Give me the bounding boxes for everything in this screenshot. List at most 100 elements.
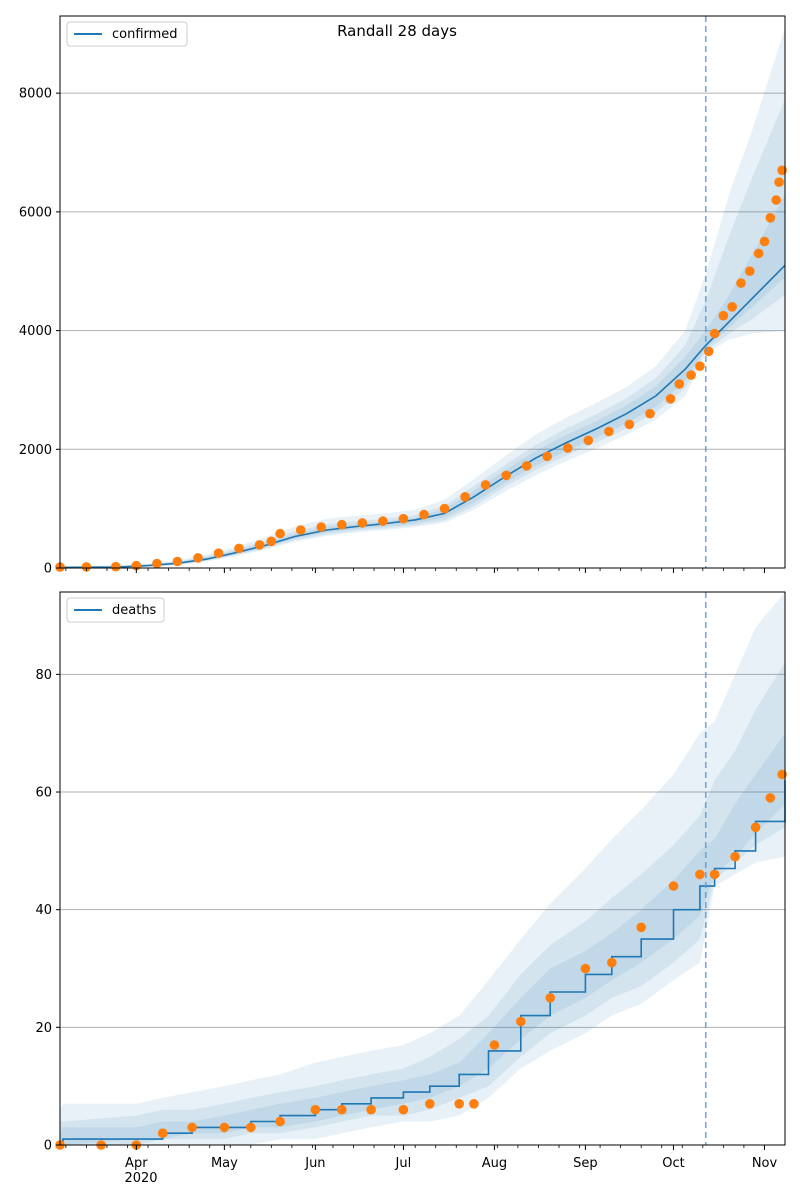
deaths-y-tick-label: 0 xyxy=(44,1139,52,1154)
confirmed-observed-point xyxy=(753,248,764,259)
confirmed-observed-point xyxy=(542,451,552,462)
deaths-observed-point xyxy=(516,1016,526,1027)
confirmed-observed-point xyxy=(460,492,470,502)
confirmed-observed-point xyxy=(745,266,755,277)
confirmed-observed-point xyxy=(563,443,573,453)
confirmed-observed-point xyxy=(645,408,655,419)
deaths-observed-point xyxy=(398,1104,409,1115)
confirmed-observed-point xyxy=(665,394,676,404)
confirmed-grid xyxy=(60,92,785,450)
confirmed-observed-point xyxy=(709,328,720,339)
confirmed-observed-point xyxy=(193,553,203,563)
deaths-grid xyxy=(60,673,785,1028)
confirmed-observed-point xyxy=(234,543,244,554)
deaths-observed-point xyxy=(246,1122,256,1133)
deaths-y-ticks: 0 20 40 60 80 xyxy=(35,668,60,1154)
confirmed-observed-point xyxy=(727,302,737,312)
deaths-observed-point xyxy=(730,851,740,862)
confirmed-uncertainty-bands xyxy=(60,27,785,568)
confirmed-observed-point xyxy=(295,525,306,535)
x-axis-date-labels: Apr May Jun Jul Aug Sep Oct Nov xyxy=(125,1156,777,1171)
confirmed-observed-point xyxy=(736,278,746,288)
deaths-observed-point xyxy=(607,957,617,968)
confirmed-observed-point xyxy=(686,370,696,380)
deaths-observed-points xyxy=(55,769,787,1150)
deaths-observed-point xyxy=(310,1104,321,1115)
confirmed-observed-point xyxy=(172,556,183,567)
confirmed-observed-point xyxy=(419,509,429,520)
deaths-observed-point xyxy=(219,1122,230,1133)
confirmed-observed-point xyxy=(674,379,685,389)
deaths-observed-point xyxy=(337,1104,347,1115)
confirmed-legend: confirmed xyxy=(66,21,188,47)
confirmed-observed-point xyxy=(604,426,614,437)
confirmed-observed-point xyxy=(765,213,776,223)
deaths-observed-point xyxy=(545,993,555,1003)
deaths-y-tick-label: 60 xyxy=(35,786,52,801)
confirmed-y-tick-label: 2000 xyxy=(19,443,52,458)
deaths-y-tick-label: 40 xyxy=(35,903,52,918)
deaths-observed-point xyxy=(489,1040,500,1050)
deaths-observed-point xyxy=(425,1099,435,1109)
confirmed-observed-point xyxy=(624,419,635,430)
x-axis-year-label: 2020 xyxy=(124,1171,157,1186)
deaths-y-tick-label: 80 xyxy=(35,668,52,683)
confirmed-observed-points xyxy=(55,165,787,572)
confirmed-observed-point xyxy=(759,236,770,247)
deaths-x-ticks xyxy=(65,1145,765,1150)
deaths-observed-point xyxy=(636,922,646,933)
confirmed-y-ticks: 0 2000 4000 6000 8000 xyxy=(19,87,60,577)
x-axis-month-label: Apr xyxy=(125,1156,148,1171)
deaths-observed-point xyxy=(668,881,679,891)
x-axis-month-label: Jul xyxy=(395,1156,412,1171)
deaths-band-2 xyxy=(60,662,785,1145)
confirmed-observed-point xyxy=(266,536,277,547)
x-axis-month-label: Jun xyxy=(304,1156,325,1171)
confirmed-observed-point xyxy=(695,361,705,372)
confirmed-observed-point xyxy=(378,516,388,526)
confirmed-observed-point xyxy=(316,522,327,532)
deaths-observed-point xyxy=(709,869,720,880)
figure-title: Randall 28 days xyxy=(337,22,457,40)
confirmed-x-ticks xyxy=(65,568,765,573)
confirmed-y-tick-label: 4000 xyxy=(19,324,52,339)
confirmed-observed-point xyxy=(480,480,491,490)
confirmed-model-path xyxy=(59,264,786,569)
confirmed-observed-point xyxy=(718,310,729,321)
deaths-observed-point xyxy=(765,793,776,803)
deaths-panel: 0 20 40 60 80 deaths xyxy=(35,591,787,1154)
confirmed-band-1 xyxy=(60,27,785,568)
confirmed-y-tick-label: 8000 xyxy=(19,87,52,102)
confirmed-y-tick-label: 0 xyxy=(44,562,52,577)
deaths-legend: deaths xyxy=(66,597,165,623)
deaths-observed-point xyxy=(695,869,705,880)
deaths-y-tick-label: 20 xyxy=(35,1021,52,1036)
confirmed-observed-point xyxy=(774,177,784,187)
deaths-observed-point xyxy=(366,1104,376,1115)
x-axis-month-label: Aug xyxy=(482,1156,507,1171)
confirmed-legend-label: confirmed xyxy=(112,27,178,42)
confirmed-observed-point xyxy=(398,513,409,524)
deaths-observed-point xyxy=(580,963,591,974)
confirmed-model-line xyxy=(59,264,786,569)
confirmed-panel: 0 2000 4000 6000 8000 confirmed xyxy=(19,15,787,577)
deaths-band-3 xyxy=(60,733,785,1145)
confirmed-axes-frame xyxy=(59,15,786,569)
confirmed-observed-point xyxy=(254,540,265,550)
deaths-observed-point xyxy=(750,822,761,833)
confirmed-observed-point xyxy=(152,558,162,569)
deaths-axes-frame xyxy=(59,591,786,1146)
confirmed-observed-point xyxy=(357,518,368,528)
confirmed-y-tick-label: 6000 xyxy=(19,205,52,220)
confirmed-observed-point xyxy=(81,562,92,572)
x-axis-month-label: Nov xyxy=(752,1156,778,1171)
deaths-observed-point xyxy=(469,1099,479,1109)
confirmed-observed-point xyxy=(275,528,285,539)
deaths-legend-label: deaths xyxy=(112,603,157,618)
deaths-band-1 xyxy=(60,592,785,1145)
confirmed-observed-point xyxy=(439,503,450,514)
confirmed-observed-point xyxy=(521,461,532,471)
deaths-observed-point xyxy=(187,1122,197,1133)
x-axis-month-label: Oct xyxy=(662,1156,684,1171)
